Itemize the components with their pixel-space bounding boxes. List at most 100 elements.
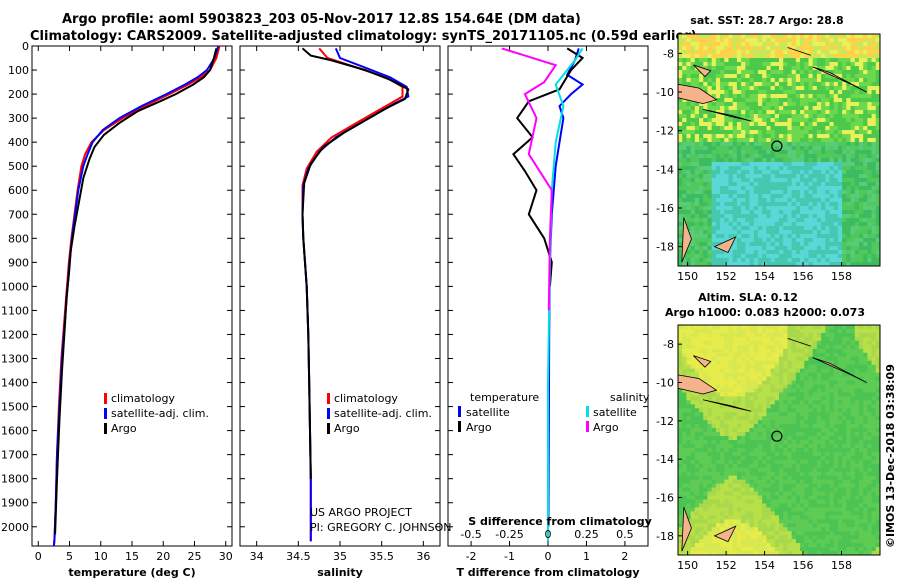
sst-map-title: sat. SST: 28.7 Argo: 28.8 [690, 14, 843, 27]
diff-legend-temp-label: Argo [466, 421, 492, 434]
temp-xlabel: temperature (deg C) [68, 566, 195, 579]
depth-tick-label: 1500 [1, 401, 29, 414]
sla_map-float-marker [771, 430, 783, 442]
diff-legend-temp-swatch [458, 406, 461, 417]
depth-tick-label: 200 [8, 88, 29, 101]
sal-xlabel: salinity [317, 566, 363, 579]
sla-map-title: Altim. SLA: 0.12 [698, 291, 798, 304]
temp-legend-label: Argo [111, 422, 137, 435]
temp-xtick-label: 25 [188, 550, 202, 563]
sst_map-ytick-label: -12 [656, 125, 674, 138]
sal-legend-label: satellite-adj. clim. [334, 407, 432, 420]
depth-tick-label: 2000 [1, 521, 29, 534]
temp-xtick-label: 10 [94, 550, 108, 563]
diff-legend-temp-swatch [458, 421, 461, 432]
temp-frame [31, 45, 233, 547]
sal-xtick-label: 35.5 [369, 550, 394, 563]
depth-tick-label: 1300 [1, 353, 29, 366]
sla_map-ytick-label: -18 [656, 530, 674, 543]
temp-xtick-label: 0 [35, 550, 42, 563]
sla_map-xtick-label: 154 [754, 559, 775, 572]
diff-top-tick-label: -0.5 [460, 528, 481, 541]
diff-xtick-label: -2 [466, 550, 477, 563]
header-line-2: Climatology: CARS2009. Satellite-adjuste… [30, 29, 697, 44]
depth-tick-label: 1200 [1, 328, 29, 341]
temp-xtick-label: 20 [156, 550, 170, 563]
diff-legend-temp-label: satellite [466, 406, 510, 419]
sal-frame [239, 45, 441, 547]
diff-xtick-label: 0 [545, 550, 552, 563]
sal-xtick-label: 34 [250, 550, 264, 563]
imos-timestamp: ©IMOS 13-Dec-2018 03:38:09 [884, 364, 897, 548]
sla_map-ytick-label: -10 [656, 377, 674, 390]
diff-series-argo [512, 47, 585, 287]
sla_map-ytick-label: -16 [656, 492, 674, 505]
sal-xtick-label: 34.5 [286, 550, 311, 563]
diff-legend-sal-label: Argo [593, 421, 619, 434]
sla_map-ytick-label: -12 [656, 415, 674, 428]
diff-xlabel-top: S difference from climatology [468, 515, 652, 528]
temp-xtick-label: 15 [125, 550, 139, 563]
sla_map-xtick-label: 152 [716, 559, 737, 572]
diff-legend-sal-swatch [586, 406, 589, 417]
sla_map-xtick-label: 150 [677, 559, 698, 572]
sst_map-xtick-label: 150 [677, 270, 698, 283]
diff-legend-salinity-title: salinity [610, 391, 650, 404]
sla_map-xtick-label: 156 [793, 559, 814, 572]
depth-tick-label: 1900 [1, 497, 29, 510]
diff-top-tick-label: -0.25 [495, 528, 523, 541]
depth-tick-label: 300 [8, 112, 29, 125]
depth-tick-label: 1000 [1, 280, 29, 293]
sst_map-ytick-label: -16 [656, 202, 674, 215]
depth-tick-label: 900 [8, 256, 29, 269]
sst_map-ytick-label: -14 [656, 163, 674, 176]
diff-legend-temperature-title: temperature [470, 391, 539, 404]
temp-legend-swatch [104, 408, 107, 419]
depth-tick-label: 400 [8, 136, 29, 149]
depth-tick-label: 700 [8, 208, 29, 221]
sst_map-ytick-label: -8 [663, 47, 674, 60]
sla_map-frame [677, 324, 881, 556]
sla_map-coastline [677, 338, 867, 552]
temp-xtick-label: 30 [219, 550, 233, 563]
sla_map-ytick-label: -14 [656, 453, 674, 466]
diff-legend-sal-swatch [586, 421, 589, 432]
sal-series-argo [301, 47, 410, 479]
sla_map-xtick-label: 158 [831, 559, 852, 572]
depth-tick-label: 500 [8, 160, 29, 173]
temp-legend-swatch [104, 393, 107, 404]
credit-line-1: US ARGO PROJECT [310, 506, 412, 519]
temp-legend-label: climatology [111, 392, 175, 405]
diff-series-argo [501, 47, 558, 311]
diff-xtick-label: 1 [583, 550, 590, 563]
sst_map-xtick-label: 152 [716, 270, 737, 283]
sst_map-ytick-label: -10 [656, 86, 674, 99]
sst_map-xtick-label: 158 [831, 270, 852, 283]
depth-tick-label: 1400 [1, 377, 29, 390]
depth-tick-label: 600 [8, 184, 29, 197]
depth-tick-label: 0 [22, 40, 29, 53]
depth-tick-label: 1700 [1, 449, 29, 462]
sst_map-xtick-label: 156 [793, 270, 814, 283]
diff-xlabel: T difference from climatology [456, 566, 639, 579]
credit-line-2: PI: GREGORY C. JOHNSON [310, 521, 451, 534]
sst_map-xtick-label: 154 [754, 270, 775, 283]
temp-series-argo [54, 48, 218, 535]
diff-xtick-label: 2 [621, 550, 628, 563]
depth-tick-label: 800 [8, 232, 29, 245]
header-line-1: Argo profile: aoml 5903823_203 05-Nov-20… [62, 12, 581, 27]
diff-top-tick-label: 0.5 [616, 528, 634, 541]
diff-top-tick-label: 0.25 [574, 528, 599, 541]
sal-xtick-label: 36 [416, 550, 430, 563]
sst_map-coastline [677, 47, 867, 263]
sal-legend-swatch [327, 423, 330, 434]
sal-legend-label: Argo [334, 422, 360, 435]
sal-xtick-label: 35 [333, 550, 347, 563]
sla-map-subtitle: Argo h1000: 0.083 h2000: 0.073 [665, 306, 865, 319]
sal-legend-swatch [327, 393, 330, 404]
sla_map-ytick-label: -8 [663, 338, 674, 351]
depth-tick-label: 100 [8, 64, 29, 77]
temp-legend-swatch [104, 423, 107, 434]
depth-tick-label: 1100 [1, 304, 29, 317]
